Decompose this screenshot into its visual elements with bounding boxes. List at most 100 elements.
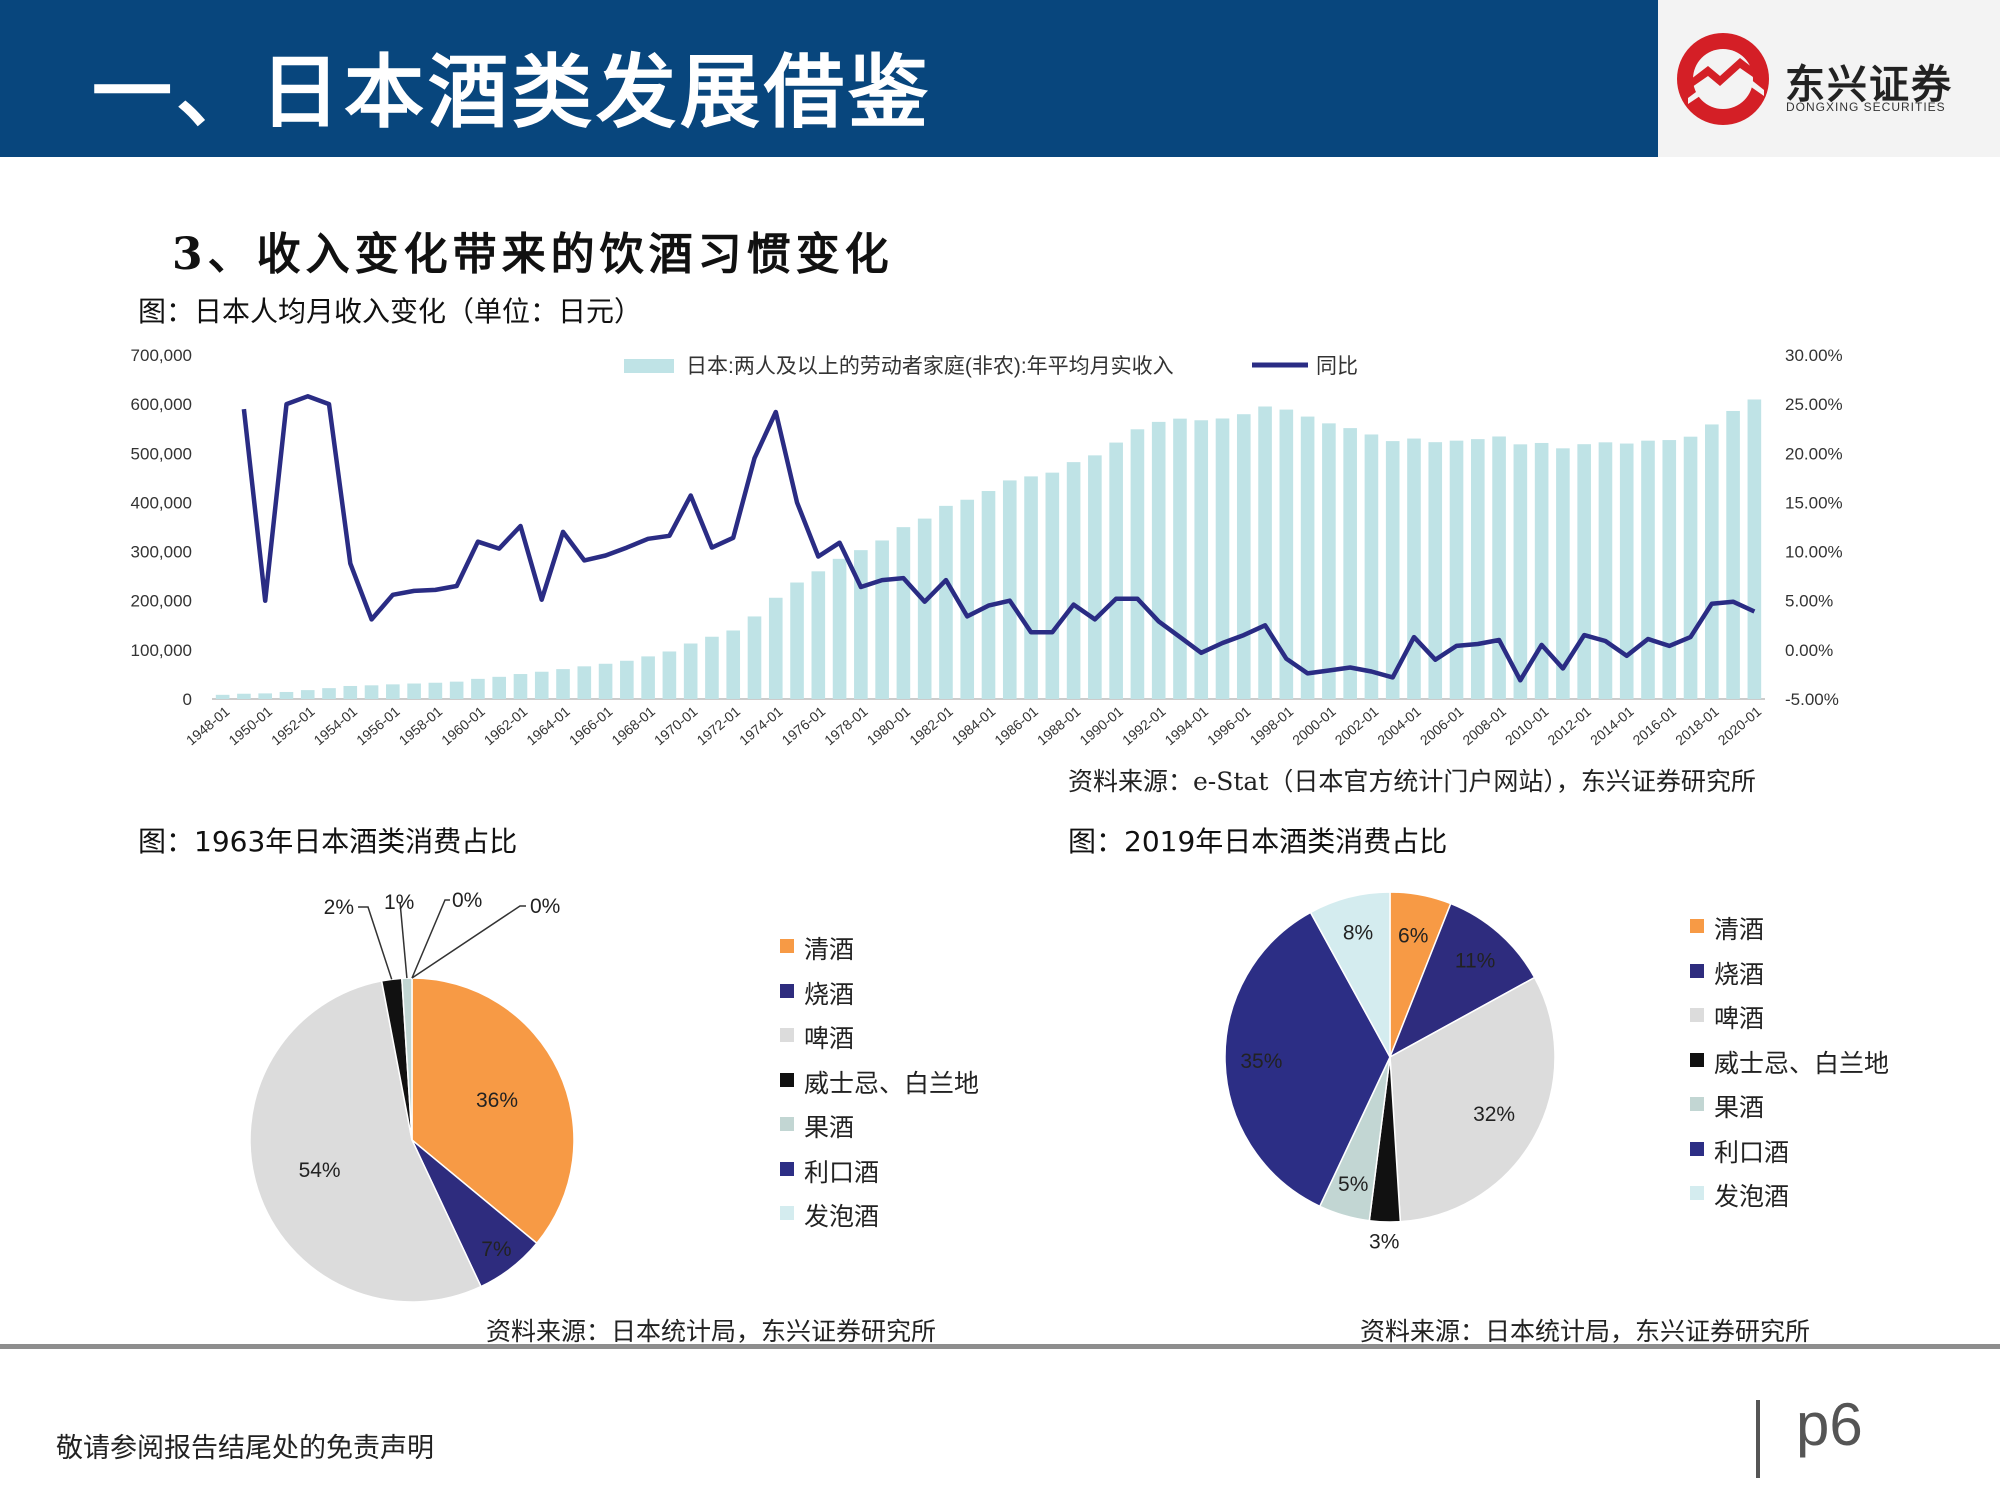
income-bar <box>258 693 272 699</box>
x-tick-label: 1970-01 <box>651 703 701 748</box>
x-tick-label: 2016-01 <box>1630 703 1680 748</box>
income-bar <box>471 678 485 699</box>
pie-value-label: 32% <box>1473 1103 1515 1126</box>
x-tick-label: 1994-01 <box>1162 703 1212 748</box>
pie-slice <box>411 977 575 1245</box>
income-bar <box>1705 424 1719 699</box>
income-bar <box>1556 448 1570 699</box>
pie-leader-line <box>358 906 393 980</box>
income-bar <box>1747 399 1762 699</box>
income-bar <box>1343 428 1357 699</box>
pie-value-label: 35% <box>1240 1050 1282 1073</box>
pie-value-label: 0% <box>452 889 482 912</box>
income-bar <box>1279 409 1294 699</box>
logo-area: 东兴证券 DONGXING SECURITIES <box>1658 0 2000 157</box>
income-bar <box>1322 423 1336 699</box>
x-tick-label: 2000-01 <box>1289 703 1339 748</box>
x-tick-label: 2010-01 <box>1502 703 1552 748</box>
y-left-tick-label: 300,000 <box>131 543 192 562</box>
x-tick-label: 2008-01 <box>1459 703 1509 748</box>
legend-label: 利口酒 <box>804 1157 880 1187</box>
disclaimer-text: 敬请参阅报告结尾处的免责声明 <box>56 1433 434 1464</box>
income-chart: 0 100,000 200,000 300,000 400,000 500,000 600,… <box>131 346 1843 748</box>
income-chart-title: 图：日本人均月收入变化（单位：日元） <box>138 295 643 328</box>
legend-swatch <box>1690 919 1704 933</box>
pie-value-label: 8% <box>1343 921 1373 944</box>
x-tick-label: 1948-01 <box>183 703 233 748</box>
pie-slice <box>1309 891 1391 1058</box>
income-bar <box>1002 480 1017 699</box>
pie1963-legend: 清酒 烧酒 啤酒 威士忌、白兰地 果酒 利口酒 发泡酒 <box>780 930 1040 1260</box>
income-bar <box>1258 406 1272 699</box>
income-bar <box>364 685 379 699</box>
x-tick-label: 1968-01 <box>608 703 658 748</box>
income-bar <box>1683 436 1698 699</box>
x-tick-label: 2014-01 <box>1587 703 1637 748</box>
yoy-line <box>241 394 1756 683</box>
legend-label: 清酒 <box>804 935 855 964</box>
pie-value-label: 54% <box>299 1159 341 1182</box>
income-bar <box>875 540 889 699</box>
income-bar <box>726 630 741 699</box>
income-bar <box>768 597 783 699</box>
income-bar <box>1470 439 1485 699</box>
legend-swatch <box>780 1161 794 1176</box>
income-bar <box>577 666 592 699</box>
x-tick-label: 2020-01 <box>1715 703 1765 748</box>
pie1963-source: 资料来源：日本统计局，东兴证券研究所 <box>486 1317 937 1346</box>
logo-subtitle: DONGXING SECURITIES <box>1786 100 1946 114</box>
x-tick-label: 1966-01 <box>566 703 616 748</box>
income-bar <box>1662 440 1677 699</box>
pie-value-label: 5% <box>1338 1173 1368 1196</box>
legend-label: 果酒 <box>1714 1093 1765 1122</box>
income-bar <box>832 558 847 699</box>
income-bar <box>1385 441 1400 699</box>
section-title: 3、收入变化带来的饮酒习惯变化 <box>172 229 894 280</box>
x-tick-label: 1952-01 <box>268 703 318 748</box>
income-bar <box>1513 444 1528 699</box>
income-bar <box>1236 414 1251 699</box>
y-left-tick-label: 700,000 <box>131 346 192 365</box>
income-bar <box>407 683 421 699</box>
x-tick-label: 2018-01 <box>1672 703 1722 748</box>
y-left-tick-label: 600,000 <box>131 395 192 414</box>
income-bar <box>1130 429 1145 699</box>
income-bar <box>1577 444 1591 699</box>
x-tick-label: 1988-01 <box>1034 703 1084 748</box>
income-bar <box>1045 472 1060 699</box>
legend-label: 发泡酒 <box>1714 1182 1790 1211</box>
pie-value-label: 3% <box>1369 1231 1399 1254</box>
income-bar <box>1492 436 1506 699</box>
income-bar <box>428 682 443 699</box>
y-right-tick-label: 30.00% <box>1785 346 1843 365</box>
income-bar <box>1151 421 1166 699</box>
pie-leader-line <box>411 905 526 979</box>
legend-swatch <box>780 1117 794 1131</box>
x-tick-label: 1980-01 <box>864 703 914 748</box>
legend-swatch <box>780 1072 794 1087</box>
legend-bar-label: 日本:两人及以上的劳动者家庭(非农):年平均月实收入 <box>686 355 1174 378</box>
logo-name: 东兴证券 <box>1785 62 1953 108</box>
pie-chart-2019: 6% 11% 32% 3% 5% 35% 8% <box>1224 891 1556 1254</box>
pie-value-label: 6% <box>1398 924 1428 947</box>
income-bar <box>705 636 719 699</box>
y-right-tick-label: 0.00% <box>1785 641 1833 660</box>
income-bar <box>237 693 251 699</box>
y-left-tick-label: 0 <box>183 690 192 709</box>
company-logo-icon <box>1677 33 1769 125</box>
y-left-tick-label: 200,000 <box>131 592 192 611</box>
x-tick-label: 1958-01 <box>396 703 446 748</box>
income-bar <box>215 694 230 699</box>
y-right-tick-label: 10.00% <box>1785 543 1843 562</box>
x-tick-label: 1972-01 <box>693 703 743 748</box>
x-tick-label: 1974-01 <box>736 703 786 748</box>
income-bar <box>1300 416 1315 699</box>
income-bar <box>492 676 507 699</box>
pie-slice <box>249 979 482 1303</box>
income-bar <box>683 643 698 699</box>
page-divider <box>1756 1400 1760 1478</box>
legend-swatch <box>780 983 794 998</box>
income-bar <box>343 685 358 699</box>
pie2019-source: 资料来源：日本统计局，东兴证券研究所 <box>1360 1317 1811 1346</box>
x-tick-label: 1978-01 <box>821 703 871 748</box>
